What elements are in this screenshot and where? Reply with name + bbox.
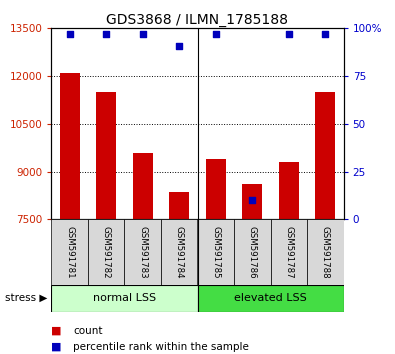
Text: stress ▶: stress ▶ — [5, 293, 47, 303]
Bar — [51, 219, 88, 285]
Text: elevated LSS: elevated LSS — [234, 293, 307, 303]
Text: GSM591785: GSM591785 — [211, 226, 220, 279]
Point — [286, 31, 292, 37]
Bar — [206, 159, 226, 219]
Title: GDS3868 / ILMN_1785188: GDS3868 / ILMN_1785188 — [107, 13, 288, 27]
Bar — [271, 219, 307, 285]
Bar — [169, 193, 189, 219]
Text: ■: ■ — [51, 326, 65, 336]
Text: normal LSS: normal LSS — [93, 293, 156, 303]
Point — [322, 31, 329, 37]
Point — [66, 31, 73, 37]
Point — [249, 198, 256, 203]
Bar — [88, 219, 124, 285]
Text: GSM591783: GSM591783 — [138, 226, 147, 279]
Bar — [124, 219, 161, 285]
Text: GSM591784: GSM591784 — [175, 226, 184, 279]
Text: GSM591788: GSM591788 — [321, 226, 330, 279]
Text: ■: ■ — [51, 342, 65, 352]
Bar — [242, 184, 262, 219]
Bar — [51, 285, 198, 312]
Text: percentile rank within the sample: percentile rank within the sample — [73, 342, 249, 352]
Bar — [60, 73, 80, 219]
Point — [103, 31, 109, 37]
Text: GSM591782: GSM591782 — [102, 226, 111, 279]
Text: count: count — [73, 326, 103, 336]
Bar — [198, 285, 344, 312]
Point — [213, 31, 219, 37]
Text: GSM591781: GSM591781 — [65, 226, 74, 279]
Bar — [161, 219, 198, 285]
Bar — [133, 153, 153, 219]
Point — [139, 31, 146, 37]
Bar — [96, 92, 116, 219]
Text: GSM591787: GSM591787 — [284, 226, 293, 279]
Bar — [198, 219, 234, 285]
Bar — [307, 219, 344, 285]
Text: GSM591786: GSM591786 — [248, 226, 257, 279]
Bar — [279, 162, 299, 219]
Bar — [234, 219, 271, 285]
Point — [176, 43, 182, 48]
Bar — [315, 92, 335, 219]
